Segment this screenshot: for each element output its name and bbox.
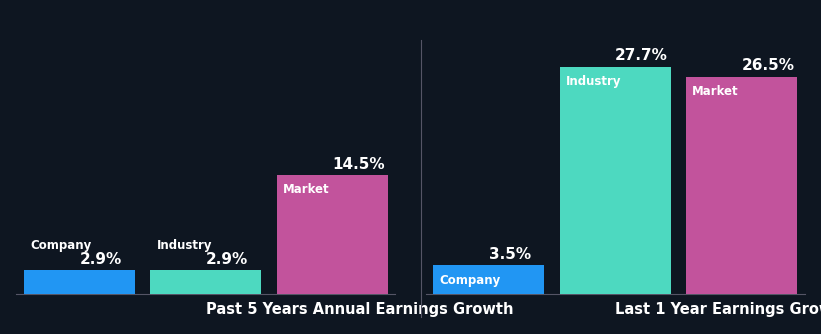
Text: 2.9%: 2.9% xyxy=(80,252,122,267)
Text: 26.5%: 26.5% xyxy=(741,58,795,73)
Text: Company: Company xyxy=(30,239,92,252)
Bar xyxy=(150,270,261,294)
Text: Company: Company xyxy=(439,274,501,287)
X-axis label: Past 5 Years Annual Earnings Growth: Past 5 Years Annual Earnings Growth xyxy=(206,302,513,317)
X-axis label: Last 1 Year Earnings Growth: Last 1 Year Earnings Growth xyxy=(615,302,821,317)
Text: 3.5%: 3.5% xyxy=(488,247,531,262)
Bar xyxy=(277,175,388,294)
Text: Industry: Industry xyxy=(566,75,621,88)
Text: 2.9%: 2.9% xyxy=(206,252,248,267)
Text: Industry: Industry xyxy=(157,239,212,252)
Text: 14.5%: 14.5% xyxy=(333,157,385,172)
Bar xyxy=(686,76,797,294)
Bar xyxy=(24,270,135,294)
Bar xyxy=(560,67,671,294)
Text: Market: Market xyxy=(283,183,329,196)
Bar xyxy=(433,265,544,294)
Text: 27.7%: 27.7% xyxy=(615,48,668,63)
Text: Market: Market xyxy=(692,85,739,98)
